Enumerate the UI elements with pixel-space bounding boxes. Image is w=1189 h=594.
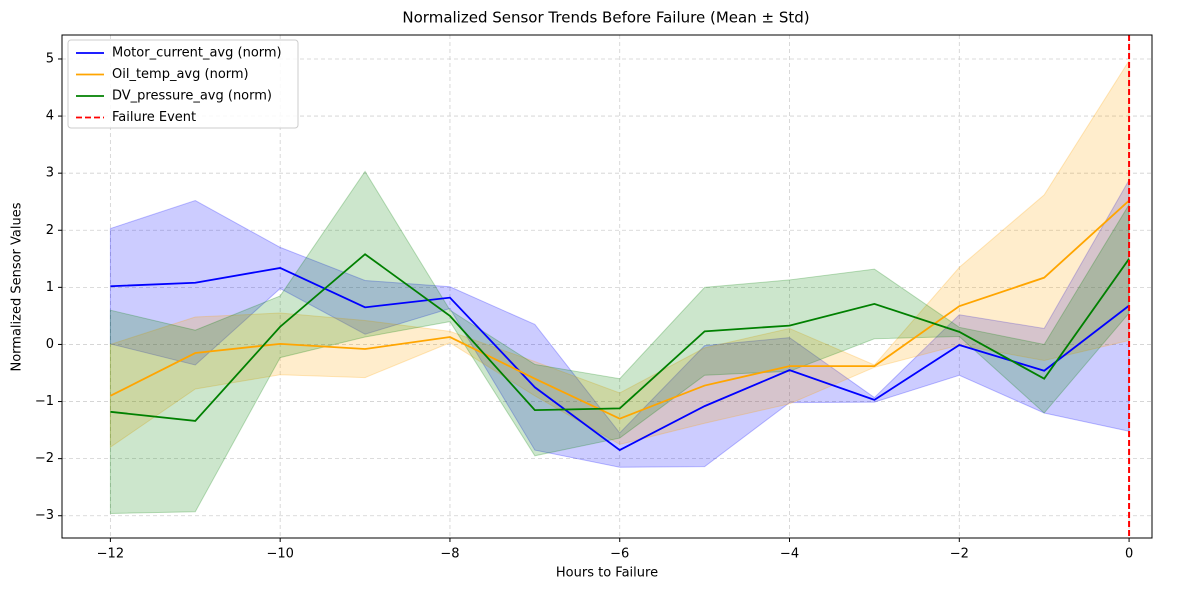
x-tick-label: −8 bbox=[440, 547, 459, 562]
y-axis-label: Normalized Sensor Values bbox=[10, 202, 25, 371]
y-tick-label: −3 bbox=[35, 508, 54, 523]
legend-label: DV_pressure_avg (norm) bbox=[112, 89, 272, 104]
series-line bbox=[110, 253, 1130, 422]
y-tick-label: 4 bbox=[46, 109, 54, 124]
x-tick-label: −4 bbox=[780, 547, 799, 562]
y-tick-label: 2 bbox=[46, 223, 54, 238]
series-line bbox=[110, 267, 1130, 452]
legend-label: Oil_temp_avg (norm) bbox=[112, 67, 249, 82]
series-line bbox=[109, 199, 1130, 420]
x-tick-label: 0 bbox=[1125, 547, 1133, 562]
x-tick-label: −10 bbox=[266, 547, 293, 562]
x-tick-label: −2 bbox=[950, 547, 969, 562]
y-tick-label: 1 bbox=[46, 280, 54, 295]
x-tick-label: −6 bbox=[610, 547, 629, 562]
y-tick-label: −1 bbox=[35, 394, 54, 409]
x-axis-label: Hours to Failure bbox=[556, 566, 658, 581]
y-tick-label: −2 bbox=[35, 451, 54, 466]
plot-frame bbox=[61, 34, 1153, 539]
y-tick-label: 3 bbox=[46, 166, 54, 181]
x-tick-label: −12 bbox=[97, 547, 124, 562]
y-tick-label: 0 bbox=[46, 337, 54, 352]
legend-box bbox=[67, 39, 299, 129]
legend-label: Motor_current_avg (norm) bbox=[112, 46, 282, 61]
y-tick-label: 5 bbox=[46, 51, 54, 66]
legend-label: Failure Event bbox=[112, 110, 196, 125]
chart-title: Normalized Sensor Trends Before Failure … bbox=[402, 9, 809, 27]
std-band bbox=[109, 58, 1130, 449]
